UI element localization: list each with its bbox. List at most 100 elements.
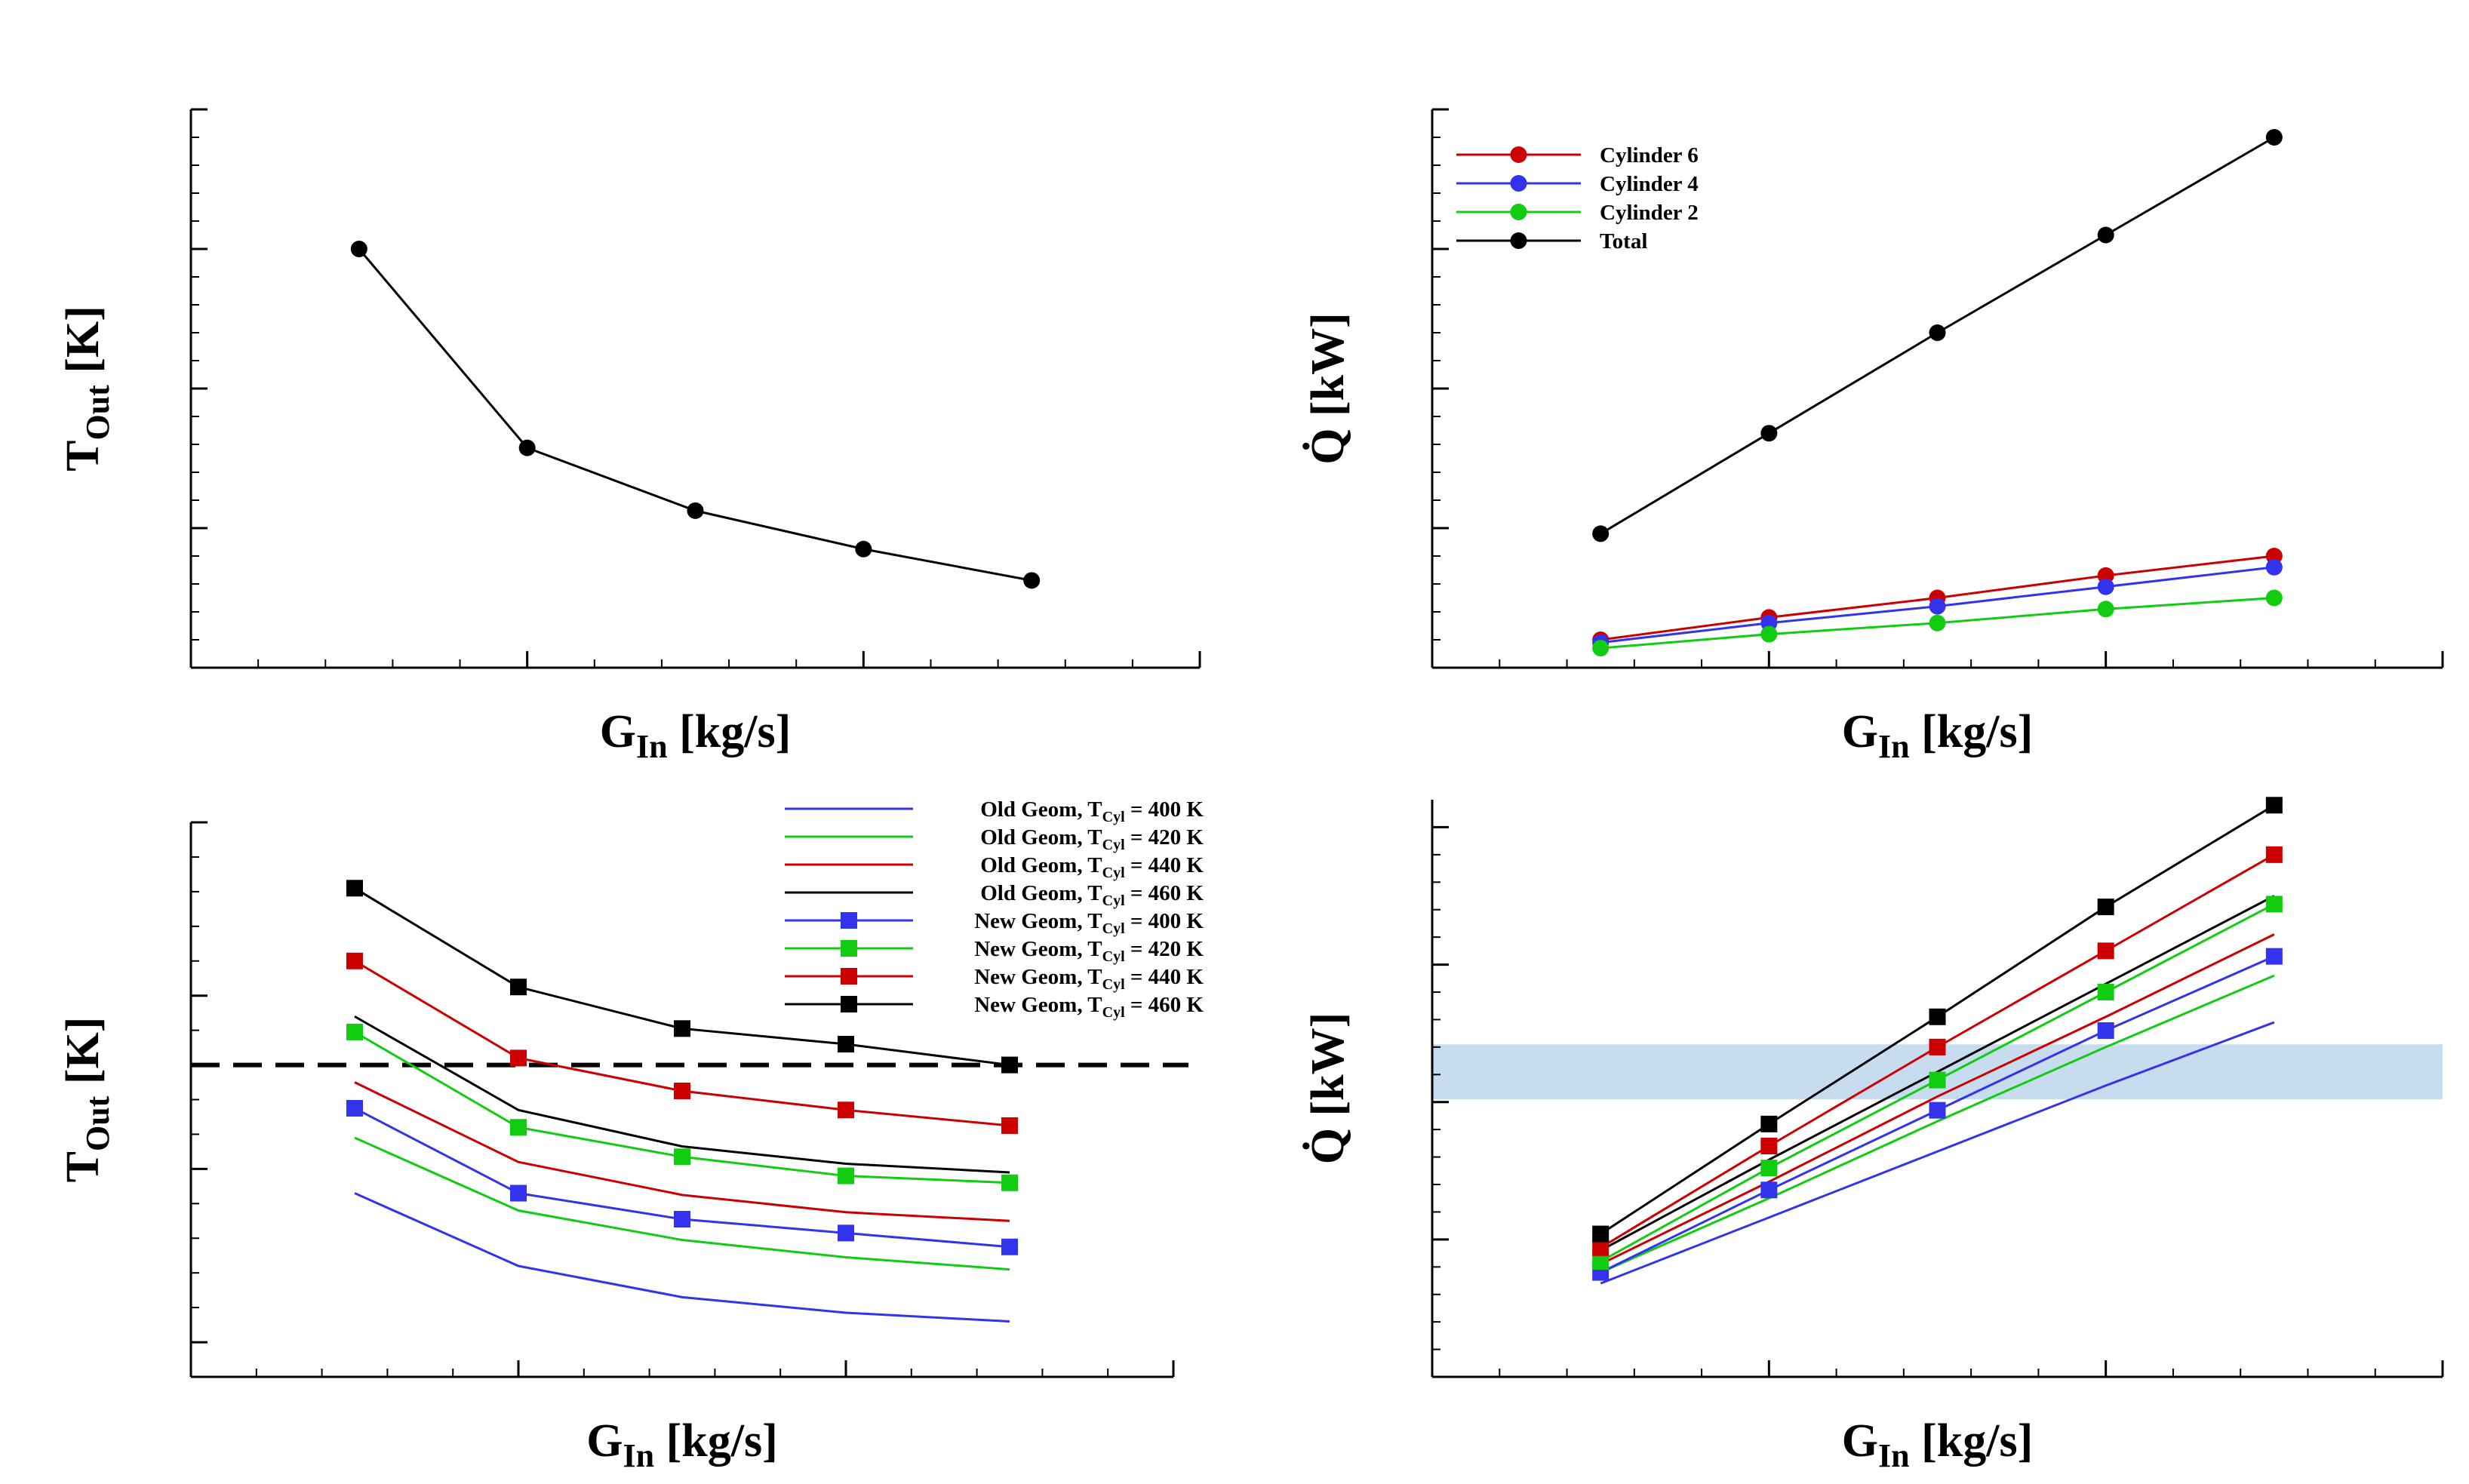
legend-marker (1510, 146, 1527, 163)
data-point (1929, 324, 1946, 341)
series-line (1600, 933, 2275, 1265)
data-point (1760, 1138, 1778, 1154)
data-point (855, 540, 872, 558)
legend-label: New Geom, TCyl = 400 K (974, 909, 1204, 937)
data-point (346, 952, 363, 969)
data-point (2265, 589, 2283, 607)
legend-label: New Geom, TCyl = 420 K (974, 937, 1204, 965)
data-point (838, 1036, 854, 1052)
x-axis-title: GIn [kg/s] (600, 706, 791, 765)
data-point (2097, 1022, 2114, 1039)
data-point (1592, 525, 1610, 542)
data-point (1760, 1160, 1778, 1177)
legend-marker (1510, 204, 1527, 220)
data-point (518, 439, 536, 456)
data-point (1929, 1038, 1946, 1055)
panel-a: GIn [kg/s] TOut [K] (57, 108, 1201, 765)
legend-label: New Geom, TCyl = 460 K (974, 993, 1204, 1021)
series-line (1600, 974, 2275, 1274)
data-point (1023, 572, 1041, 589)
data-point (2097, 226, 2114, 244)
data-point (2265, 797, 2283, 814)
legend-marker (841, 968, 857, 985)
y-axis-title: TOut [K] (57, 1017, 116, 1183)
data-point (2097, 942, 2114, 960)
data-point (1592, 1239, 1610, 1256)
y-axis-title: Q̇ [kW] (1302, 312, 1354, 465)
data-point (1001, 1056, 1018, 1074)
panel-d: GIn [kg/s] Q̇ [kW] (1302, 797, 2444, 1474)
data-point (674, 1210, 690, 1227)
data-point (1760, 1181, 1778, 1199)
series-line (358, 248, 1032, 582)
legend-marker (1510, 232, 1527, 249)
legend-marker (841, 912, 857, 929)
data-point (1929, 614, 1946, 631)
data-point (1592, 1253, 1610, 1270)
legend-label: New Geom, TCyl = 440 K (974, 965, 1204, 993)
data-point (1001, 1174, 1018, 1191)
data-point (1929, 598, 1946, 615)
x-axis-title: GIn [kg/s] (586, 1415, 777, 1474)
legend-label: Old Geom, TCyl = 460 K (980, 881, 1204, 909)
data-point (674, 1148, 690, 1166)
data-point (2097, 578, 2114, 595)
data-point (2265, 896, 2283, 913)
series-line (354, 1136, 1010, 1271)
data-point (350, 241, 367, 257)
series-line (354, 1081, 1010, 1222)
x-axis-title: GIn [kg/s] (1842, 706, 2033, 765)
data-point (1929, 1071, 1946, 1089)
series-line (354, 1015, 1010, 1174)
data-point (2265, 846, 2283, 863)
legend-label: Cylinder 2 (1600, 201, 1699, 225)
data-point (1760, 1115, 1778, 1132)
data-point (838, 1101, 854, 1119)
legend-marker (1510, 175, 1527, 192)
data-point (346, 1023, 363, 1040)
data-point (2097, 984, 2114, 1000)
legend-label: Total (1600, 229, 1647, 253)
data-point (346, 880, 363, 897)
data-point (510, 979, 527, 996)
data-point (1760, 425, 1778, 442)
panel-c: GIn [kg/s] TOut [K] Old Geom, TCyl = 400 K… (57, 797, 1204, 1474)
legend-label: Cylinder 4 (1600, 172, 1699, 196)
x-axis-title: GIn [kg/s] (1842, 1415, 2033, 1474)
data-point (687, 502, 704, 519)
series-line (1600, 1021, 2275, 1285)
legend-label: Old Geom, TCyl = 400 K (980, 797, 1204, 825)
data-point (2097, 899, 2114, 916)
legend-b: Cylinder 6 Cylinder 4 Cylinder 2 Total (1456, 143, 1699, 253)
series-line (354, 960, 1010, 1127)
data-point (674, 1083, 690, 1100)
data-point (2265, 129, 2283, 146)
legend-label: Cylinder 6 (1600, 143, 1699, 167)
data-point (1592, 1225, 1610, 1243)
data-point (510, 1049, 527, 1067)
data-point (1592, 640, 1610, 657)
data-point (1760, 625, 1778, 643)
data-point (1929, 1008, 1946, 1025)
legend-marker (841, 940, 857, 957)
data-point (346, 1099, 363, 1117)
y-axis-title: Q̇ [kW] (1302, 1012, 1354, 1165)
data-point (1001, 1117, 1018, 1134)
data-point (510, 1184, 527, 1202)
y-axis-title: TOut [K] (57, 306, 116, 472)
series-line (354, 1192, 1010, 1323)
legend-marker (841, 996, 857, 1012)
data-point (510, 1119, 527, 1136)
data-point (2265, 558, 2283, 576)
data-point (2265, 948, 2283, 965)
data-point (1001, 1238, 1018, 1255)
data-point (838, 1167, 854, 1184)
data-point (2097, 601, 2114, 618)
legend-label: Old Geom, TCyl = 420 K (980, 825, 1204, 853)
data-point (674, 1020, 690, 1037)
legend-label: Old Geom, TCyl = 440 K (980, 853, 1204, 881)
data-point (1929, 1101, 1946, 1119)
